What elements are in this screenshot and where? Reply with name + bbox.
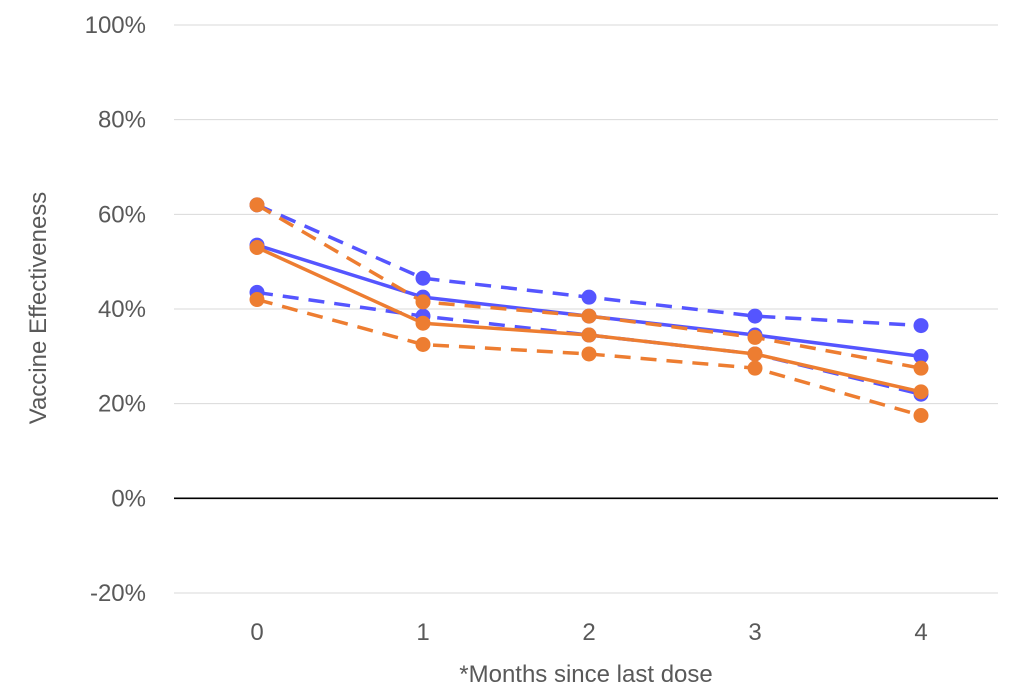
y-tick-label: 20% — [98, 391, 146, 418]
series-line-dashed — [256, 203, 922, 370]
y-axis-title: Vaccine Effectiveness — [25, 192, 52, 425]
y-tick-label: 100% — [85, 12, 146, 39]
data-point — [415, 294, 431, 310]
data-point — [581, 346, 597, 362]
data-point — [415, 337, 431, 352]
data-point — [913, 384, 929, 400]
y-tick-label: 60% — [98, 201, 146, 228]
data-point — [415, 315, 431, 331]
x-tick-label: 1 — [416, 619, 429, 646]
series-lines — [249, 197, 929, 423]
y-tick-label: 40% — [98, 296, 146, 323]
data-point — [747, 308, 763, 324]
data-point — [249, 292, 265, 308]
x-tick-label: 3 — [748, 619, 761, 646]
x-axis-title: *Months since last dose — [459, 661, 712, 688]
data-point — [747, 329, 763, 345]
gridlines — [174, 24, 998, 594]
series-4 — [249, 239, 929, 400]
y-tick-label: 0% — [111, 485, 146, 512]
data-point — [913, 360, 929, 376]
data-point — [581, 308, 597, 324]
y-tick-labels: -20% 0% 20% 40% 60% 80% 100% — [85, 12, 146, 607]
data-point — [581, 289, 597, 305]
x-tick-labels: 0 1 2 3 4 — [250, 619, 927, 646]
y-tick-label: 80% — [98, 107, 146, 134]
data-point — [581, 327, 597, 343]
x-tick-label: 4 — [914, 619, 927, 646]
y-tick-label: -20% — [90, 580, 146, 607]
series-5 — [249, 197, 929, 376]
x-tick-label: 0 — [250, 619, 263, 646]
data-point — [913, 318, 929, 334]
data-point — [913, 348, 929, 364]
series-line-dashed — [256, 203, 922, 328]
data-point — [249, 197, 265, 213]
data-point — [415, 270, 431, 286]
data-point — [747, 346, 763, 362]
data-point — [747, 360, 763, 376]
x-tick-label: 2 — [582, 619, 595, 646]
series-6 — [249, 292, 929, 423]
data-point — [913, 408, 929, 423]
data-point — [249, 239, 265, 255]
